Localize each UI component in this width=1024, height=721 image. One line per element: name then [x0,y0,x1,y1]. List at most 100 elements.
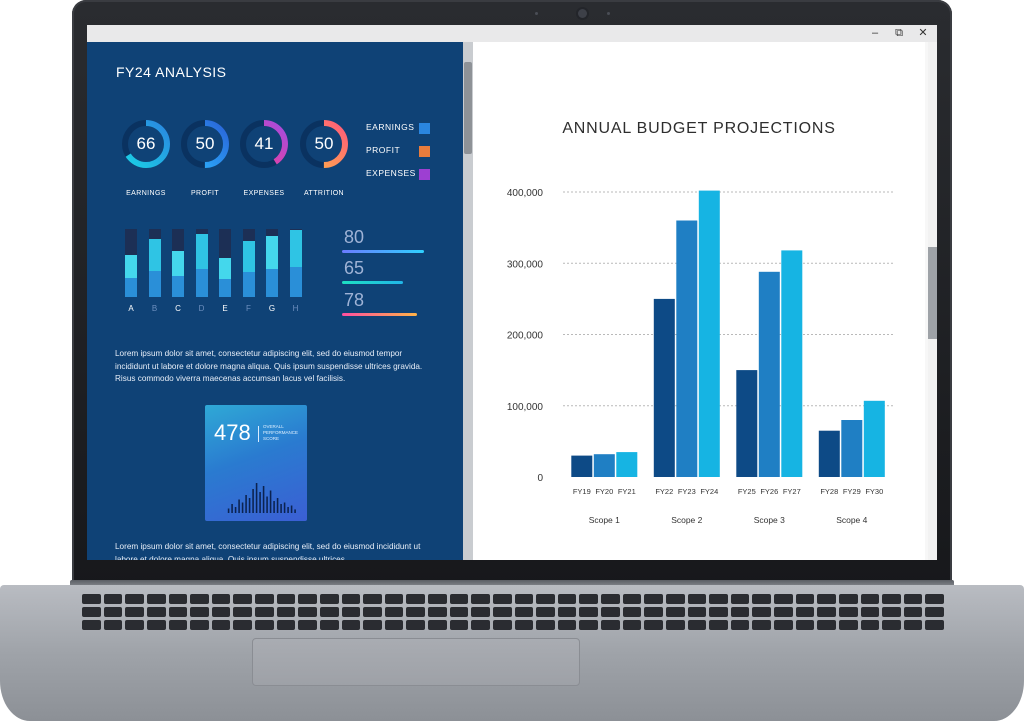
minimize-button[interactable]: – [871,27,879,39]
keyboard-key [536,607,555,617]
chart-panel: ANNUAL BUDGET PROJECTIONS 0 100,000 200,00… [473,42,925,560]
ring-gauge-earnings: 66 [120,118,172,170]
keyboard-key [730,594,750,604]
group-label: Scope 2 [671,515,702,525]
sparkline-bar [262,486,265,513]
keyboard-key [644,620,663,630]
keyboard-key [103,607,123,617]
sparkline-bar [287,507,289,513]
keyboard-key [557,607,577,617]
legend-swatch-profit [419,146,430,157]
ring-gauge-expenses: 41 [238,118,290,170]
keyboard-key [795,607,815,617]
keyboard-key [471,594,490,604]
keyboard-key [622,620,642,630]
legend-label-earnings: EARNINGS [366,122,415,132]
mini-bar-fill-bottom [266,269,278,297]
keyboard-key [319,594,339,604]
keyboard-key [319,607,339,617]
mini-bar-fill-bottom [219,279,231,297]
keyboard-key [709,594,728,604]
touchpad [252,638,580,686]
keyboard-key [860,594,880,604]
chart-bar [736,370,758,477]
right-scrollbar-thumb[interactable] [928,247,937,339]
keyboard-key [557,620,577,630]
keyboard-key [211,620,231,630]
x-tick-label: FY28 [820,487,838,496]
right-scrollbar[interactable] [928,42,937,560]
close-button[interactable]: ✕ [918,27,928,39]
mini-bar-label: C [175,304,181,313]
mini-bar [195,229,208,297]
keyboard-key [233,607,252,617]
panel-title: FY24 ANALYSIS [116,64,227,80]
keyboard-key [82,620,101,630]
mini-bar [148,229,161,297]
mini-bar-label: B [151,304,158,313]
chart-bar [863,400,885,477]
keyboard-key [536,594,555,604]
sparkline-bar [294,509,296,513]
keyboard-key [449,594,469,604]
mini-bar-fill-bottom [242,271,255,297]
sparkline-bar [255,483,258,513]
chart-bar [593,454,615,477]
y-tick-label: 200,000 [507,331,544,342]
sparkline-bar [283,502,286,513]
keyboard-key [817,620,836,630]
mini-bar-label: A [128,304,134,313]
keyboard-key [211,594,231,604]
legend-swatch-earnings [419,123,430,134]
x-tick-label: FY19 [573,487,591,496]
keyboard-key [687,594,707,604]
restore-button[interactable]: ⧉ [895,27,903,39]
sparkline-bar [238,499,240,513]
mini-bar-fill-top [125,254,137,279]
keyboard-key [255,607,274,617]
ring-value: 41 [254,134,274,153]
x-tick-label: FY25 [738,487,756,496]
left-scrollbar-thumb[interactable] [464,62,472,154]
left-scrollbar[interactable] [463,42,473,560]
ring-gauge-attrition: 50 [298,118,350,170]
chart-bar [841,420,863,477]
keyboard-key [384,594,404,604]
keyboard-key [298,620,317,630]
keyboard-key [601,620,620,630]
keyboard-key [903,620,923,630]
keyboard-key [492,594,512,604]
keyboard-key [276,594,296,604]
keyboard-key [341,594,361,604]
keyboard-key [168,607,188,617]
mini-bar-fill-bottom [148,270,161,297]
y-tick-label: 100,000 [507,402,544,413]
score-sparkline [227,483,296,513]
mini-bar-label: D [198,304,205,313]
keyboard-key [752,594,771,604]
ring-value: 66 [136,134,156,153]
keyboard-key [687,620,707,630]
mini-bar-fill-bottom [125,278,137,297]
keyboard-key [882,620,901,630]
keyboard-key [579,620,598,630]
ring-arc [240,120,288,168]
keyboard-key [125,594,144,604]
keyboard-key [298,594,317,604]
keyboard-key [665,620,685,630]
group-label: Scope 4 [836,515,867,525]
metric-bar [342,313,418,316]
keyboard-key [752,620,771,630]
keyboard-key [514,594,534,604]
keyboard-key [384,607,404,617]
keyboard-key [795,594,815,604]
ring-value: 50 [314,134,334,153]
performance-score-card: 478 OVERALL PERFORMANCE SCORE [205,405,307,521]
keyboard-key [601,607,620,617]
indicator-dot [607,12,610,15]
sparkline-bar [280,504,282,513]
keyboard-key [341,607,361,617]
y-tick-label: 0 [537,473,543,484]
x-tick-label: FY29 [843,487,861,496]
keyboard-key [255,620,274,630]
